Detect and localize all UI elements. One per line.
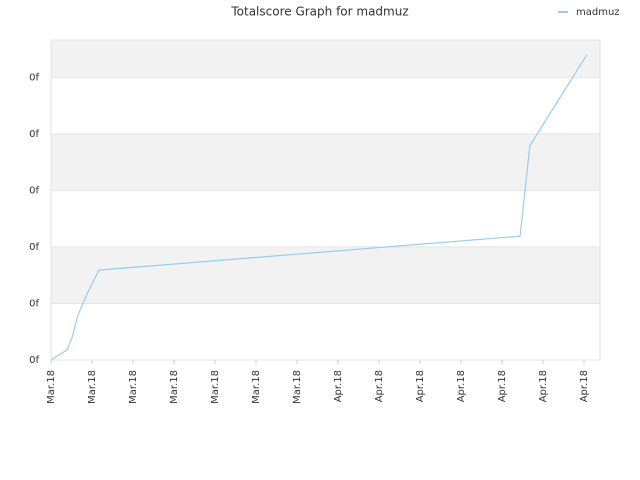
y-tick-label: 0f xyxy=(29,72,39,83)
y-tick-label: 0f xyxy=(29,355,39,366)
x-tick-label: Mar.18 xyxy=(128,370,139,404)
x-tick-label: Apr.18 xyxy=(456,370,467,402)
plot-band xyxy=(51,77,600,134)
x-tick-label: Apr.18 xyxy=(538,370,549,402)
x-tick-label: Apr.18 xyxy=(374,370,385,402)
x-tick-label: Mar.18 xyxy=(46,370,57,404)
chart-title: Totalscore Graph for madmuz xyxy=(230,5,408,19)
legend-label: madmuz xyxy=(576,7,620,18)
x-tick-label: Apr.18 xyxy=(333,370,344,402)
x-tick-label: Apr.18 xyxy=(415,370,426,402)
x-tick-label: Apr.18 xyxy=(579,370,590,402)
x-tick-label: Apr.18 xyxy=(497,370,508,402)
y-tick-label: 0f xyxy=(29,242,39,253)
y-tick-label: 0f xyxy=(29,298,39,309)
plot-band xyxy=(51,303,600,360)
plot-band xyxy=(51,246,600,304)
x-tick-label: Mar.18 xyxy=(251,370,262,404)
plot-band xyxy=(51,133,600,191)
plot-band xyxy=(51,190,600,247)
x-tick-label: Mar.18 xyxy=(87,370,98,404)
x-tick-label: Mar.18 xyxy=(210,370,221,404)
x-tick-label: Mar.18 xyxy=(292,370,303,404)
y-tick-label: 0f xyxy=(29,129,39,140)
data-line xyxy=(50,54,588,361)
plot-band xyxy=(51,40,600,78)
x-tick-label: Mar.18 xyxy=(169,370,180,404)
y-tick-label: 0f xyxy=(29,185,39,196)
